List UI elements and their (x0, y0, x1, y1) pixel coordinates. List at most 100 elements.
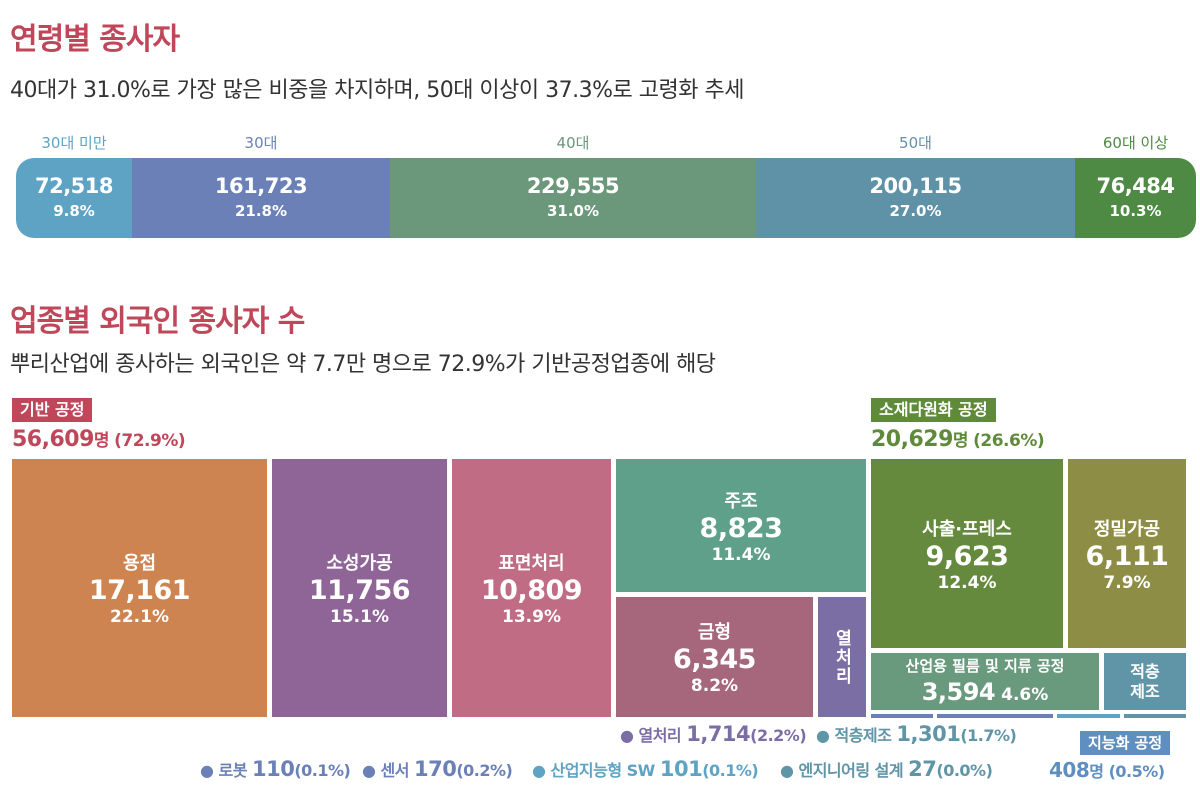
bullet-icon: ● (620, 726, 634, 745)
cell-name: 주조 (724, 490, 758, 512)
note-value: 1,301 (896, 722, 961, 746)
group-total-value: 56,609 (12, 427, 94, 452)
group-tag-intelligent: 지능화 공정 (1080, 731, 1171, 755)
treemap-cell: 소성가공 11,756 15.1% (272, 459, 447, 717)
treemap-cell: 적층제조 (1104, 653, 1186, 710)
note-value: 27 (908, 757, 937, 781)
cell-percent: 11.4% (711, 544, 771, 565)
group-total-material: 20,629명 (26.6%) (871, 426, 1045, 452)
small-item-note: ● 엔지니어링 설계 27(0.0%) (780, 757, 993, 781)
note-percent: (2.2%) (750, 726, 807, 745)
group-total-value: 408 (1049, 758, 1090, 782)
group-total-percent: (0.5%) (1108, 762, 1166, 781)
group-total-percent: (72.9%) (114, 431, 186, 451)
treemap-cell: 표면처리 10,809 13.9% (452, 459, 611, 717)
note-name: 열처리 (638, 726, 687, 745)
group-tag-material: 소재다원화 공정 (871, 398, 996, 422)
age-segment-percent: 27.0% (889, 202, 942, 220)
group-total-value: 20,629 (871, 427, 953, 452)
age-section-title: 연령별 종사자 (10, 22, 180, 57)
cell-percent: 4.6% (1001, 685, 1049, 705)
cell-percent: 7.9% (1103, 572, 1151, 593)
age-category-label: 30대 (244, 134, 278, 152)
cell-name: 소성가공 (326, 553, 393, 574)
small-item-note: ● 센서 170(0.2%) (362, 757, 513, 781)
tiny-item-strip (937, 714, 1053, 718)
note-percent: (0.1%) (702, 761, 759, 780)
bullet-icon: ● (816, 726, 830, 745)
cell-percent: 22.1% (110, 607, 169, 627)
tiny-item-strip (1124, 714, 1186, 718)
tiny-item-strip (1057, 714, 1120, 718)
cell-value: 10,809 (480, 575, 583, 606)
cell-value: 11,756 (308, 575, 411, 606)
note-value: 1,714 (686, 722, 751, 746)
cell-name: 열처리 (831, 628, 852, 686)
age-segment: 200,115 27.0% (756, 158, 1075, 238)
age-segment: 229,555 31.0% (390, 158, 756, 238)
small-item-note: ● 로봇 110(0.1%) (200, 757, 351, 781)
age-segment-percent: 21.8% (234, 202, 288, 220)
note-value: 170 (413, 757, 457, 781)
cell-percent: 8.2% (690, 676, 739, 696)
cell-value: 6,345 (673, 644, 756, 675)
note-percent: (0.1%) (294, 761, 351, 780)
group-total-percent: (26.6%) (973, 431, 1045, 451)
note-name: 엔지니어링 설계 (798, 761, 909, 780)
age-segment-percent: 31.0% (546, 202, 600, 220)
note-percent: (0.0%) (936, 761, 993, 780)
treemap-cell: 열처리 (818, 597, 866, 717)
group-total-unit: 명 (93, 431, 110, 451)
cell-name: 표면처리 (498, 553, 565, 574)
small-item-note: ● 적층제조 1,301(1.7%) (816, 722, 1017, 746)
bullet-icon: ● (362, 761, 376, 780)
note-name: 적층제조 (834, 726, 897, 745)
cell-value-row: 3,594 4.6% (922, 676, 1049, 708)
tiny-item-strip (871, 714, 933, 718)
treemap-cell: 사출·프레스 9,623 12.4% (871, 459, 1063, 648)
note-percent: (1.7%) (960, 726, 1017, 745)
cell-value: 17,161 (88, 575, 191, 606)
bullet-icon: ● (780, 761, 794, 780)
cell-percent: 15.1% (330, 607, 389, 627)
cell-percent: 13.9% (502, 607, 561, 627)
age-segment-value: 72,518 (34, 174, 114, 198)
cell-name: 정밀가공 (1093, 518, 1161, 540)
note-value: 110 (251, 757, 295, 781)
cell-value: 3,594 (921, 678, 996, 706)
age-segment-value: 229,555 (526, 174, 620, 198)
age-segment-percent: 10.3% (1109, 202, 1162, 220)
note-name: 산업지능형 SW (550, 761, 660, 780)
cell-name: 산업용 필름 및 지류 공정 (905, 657, 1065, 675)
age-category-label: 30대 미만 (41, 134, 107, 152)
cell-value: 6,111 (1085, 540, 1169, 572)
group-total-basic: 56,609명 (72.9%) (12, 426, 186, 452)
cell-name: 사출·프레스 (922, 518, 1012, 540)
age-category-label: 60대 이상 (1102, 134, 1169, 152)
cell-value: 8,823 (699, 512, 783, 544)
group-total-unit: 명 (952, 431, 969, 451)
age-segment-value: 76,484 (1096, 174, 1175, 198)
group-total-intelligent: 408명 (0.5%) (1049, 758, 1165, 782)
age-segment: 72,518 9.8% (16, 158, 132, 238)
note-name: 로봇 (218, 761, 252, 780)
age-category-label: 50대 (899, 134, 932, 152)
cell-percent: 12.4% (937, 572, 997, 593)
age-segment: 76,484 10.3% (1075, 158, 1196, 238)
cell-name: 금형 (697, 622, 732, 643)
bullet-icon: ● (200, 761, 214, 780)
treemap-cell: 용접 17,161 22.1% (12, 459, 267, 717)
age-segment-value: 161,723 (214, 174, 308, 198)
treemap-cell: 산업용 필름 및 지류 공정 3,594 4.6% (871, 653, 1099, 710)
treemap-cell: 정밀가공 6,111 7.9% (1068, 459, 1186, 648)
age-section-subtitle: 40대가 31.0%로 가장 많은 비중을 차지하며, 50대 이상이 37.3… (10, 78, 744, 103)
small-item-note: ● 열처리 1,714(2.2%) (620, 722, 807, 746)
industry-section-subtitle: 뿌리산업에 종사하는 외국인은 약 7.7만 명으로 72.9%가 기반공정업종… (10, 352, 716, 377)
age-segment-value: 200,115 (869, 174, 962, 198)
group-tag-basic: 기반 공정 (12, 398, 93, 422)
bullet-icon: ● (532, 761, 546, 780)
small-item-note: ● 산업지능형 SW 101(0.1%) (532, 757, 759, 781)
group-total-unit: 명 (1089, 762, 1104, 781)
age-category-label: 40대 (556, 134, 590, 152)
note-name: 센서 (380, 761, 414, 780)
